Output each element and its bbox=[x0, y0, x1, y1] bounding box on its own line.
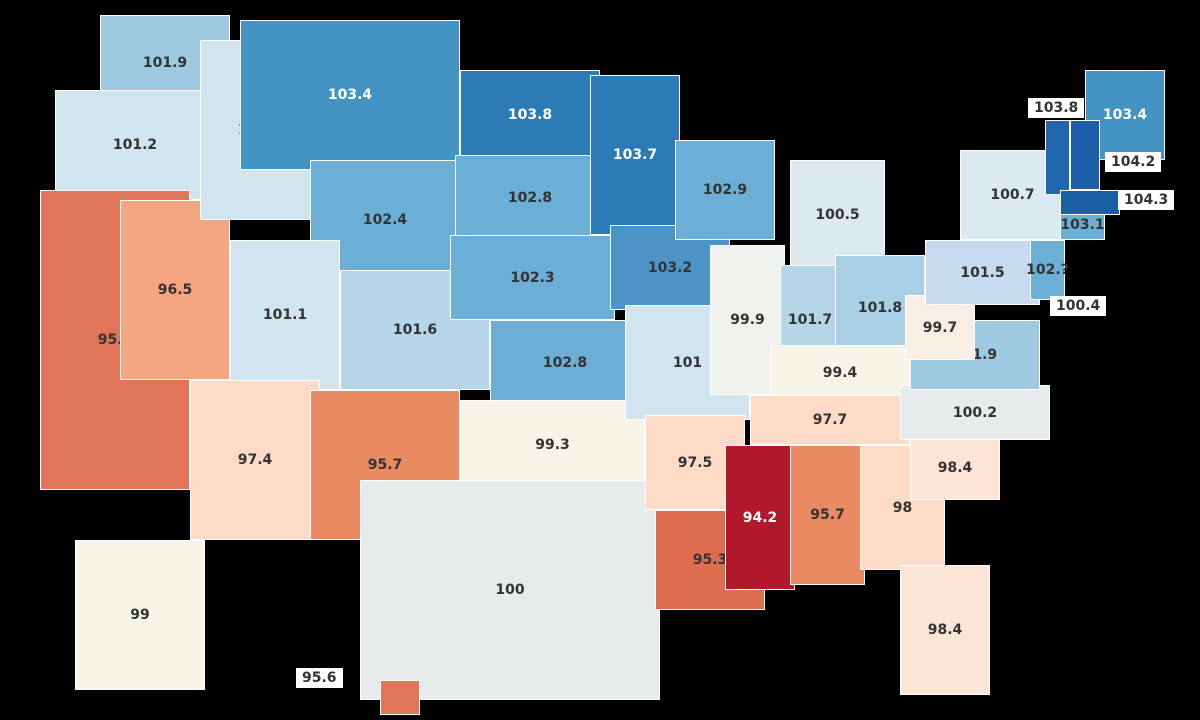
state-nebraska: 102.3 bbox=[450, 235, 615, 320]
state-kentucky: 99.4 bbox=[770, 345, 910, 400]
state-new-hampshire bbox=[1070, 120, 1100, 190]
callout-delaware: 100.4 bbox=[1050, 296, 1107, 316]
state-tennessee: 97.7 bbox=[750, 395, 910, 445]
state-florida: 98.4 bbox=[900, 565, 990, 695]
state-south-carolina: 98.4 bbox=[910, 435, 1000, 500]
state-wisconsin: 102.9 bbox=[675, 140, 775, 240]
state-mississippi: 94.2 bbox=[725, 445, 795, 590]
state-massachusetts bbox=[1060, 190, 1120, 215]
state-oklahoma: 99.3 bbox=[460, 400, 645, 490]
callout-new-hampshire: 104.2 bbox=[1105, 152, 1162, 172]
state-alaska: 99 bbox=[75, 540, 205, 690]
state-alabama: 95.7 bbox=[790, 445, 865, 585]
state-montana: 103.4 bbox=[240, 20, 460, 170]
state-pennsylvania: 101.5 bbox=[925, 240, 1040, 305]
state-nevada: 96.5 bbox=[120, 200, 230, 380]
callout-hawaii: 95.6 bbox=[296, 668, 343, 688]
state-georgia: 98 bbox=[860, 445, 945, 570]
state-arizona: 97.4 bbox=[190, 380, 320, 540]
state-hawaii bbox=[380, 680, 420, 715]
state-connecticut: 103.1 bbox=[1060, 210, 1105, 240]
state-texas: 100 bbox=[360, 480, 660, 700]
state-kansas: 102.8 bbox=[490, 320, 640, 405]
state-south-dakota: 102.8 bbox=[455, 155, 605, 240]
state-michigan: 100.5 bbox=[790, 160, 885, 270]
state-vermont bbox=[1045, 120, 1070, 195]
state-utah: 101.1 bbox=[230, 240, 340, 390]
callout-massachusetts: 104.3 bbox=[1118, 190, 1175, 210]
state-north-carolina: 100.2 bbox=[900, 385, 1050, 440]
state-north-dakota: 103.8 bbox=[460, 70, 600, 160]
callout-vermont: 103.8 bbox=[1028, 98, 1085, 118]
state-minnesota: 103.7 bbox=[590, 75, 680, 235]
state-oregon: 101.2 bbox=[55, 90, 215, 200]
state-new-jersey: 102.? bbox=[1026, 240, 1069, 300]
state-west-virginia: 99.7 bbox=[905, 295, 975, 360]
